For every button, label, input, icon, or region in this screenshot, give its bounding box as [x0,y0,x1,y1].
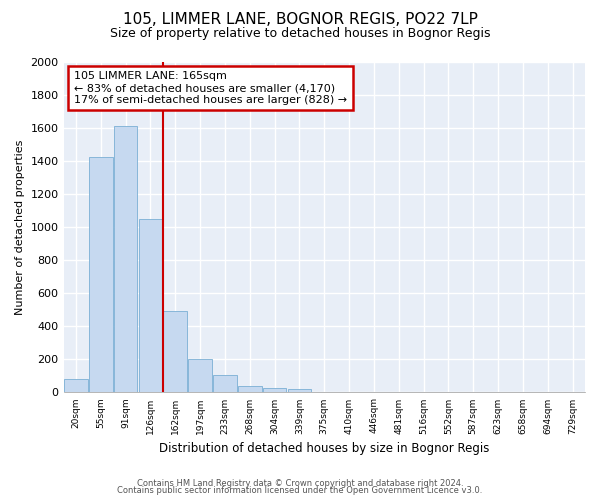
Bar [163,312,187,392]
X-axis label: Distribution of detached houses by size in Bognor Regis: Distribution of detached houses by size … [159,442,490,455]
Bar [238,386,262,392]
Text: 105, LIMMER LANE, BOGNOR REGIS, PO22 7LP: 105, LIMMER LANE, BOGNOR REGIS, PO22 7LP [122,12,478,28]
Bar [64,379,88,392]
Text: Contains public sector information licensed under the Open Government Licence v3: Contains public sector information licen… [118,486,482,495]
Bar [287,389,311,392]
Text: Contains HM Land Registry data © Crown copyright and database right 2024.: Contains HM Land Registry data © Crown c… [137,478,463,488]
Bar [263,388,286,392]
Bar [139,218,162,392]
Text: Size of property relative to detached houses in Bognor Regis: Size of property relative to detached ho… [110,28,490,40]
Bar [188,360,212,392]
Bar [213,375,237,392]
Bar [89,158,113,392]
Y-axis label: Number of detached properties: Number of detached properties [15,140,25,314]
Text: 105 LIMMER LANE: 165sqm
← 83% of detached houses are smaller (4,170)
17% of semi: 105 LIMMER LANE: 165sqm ← 83% of detache… [74,72,347,104]
Bar [114,126,137,392]
